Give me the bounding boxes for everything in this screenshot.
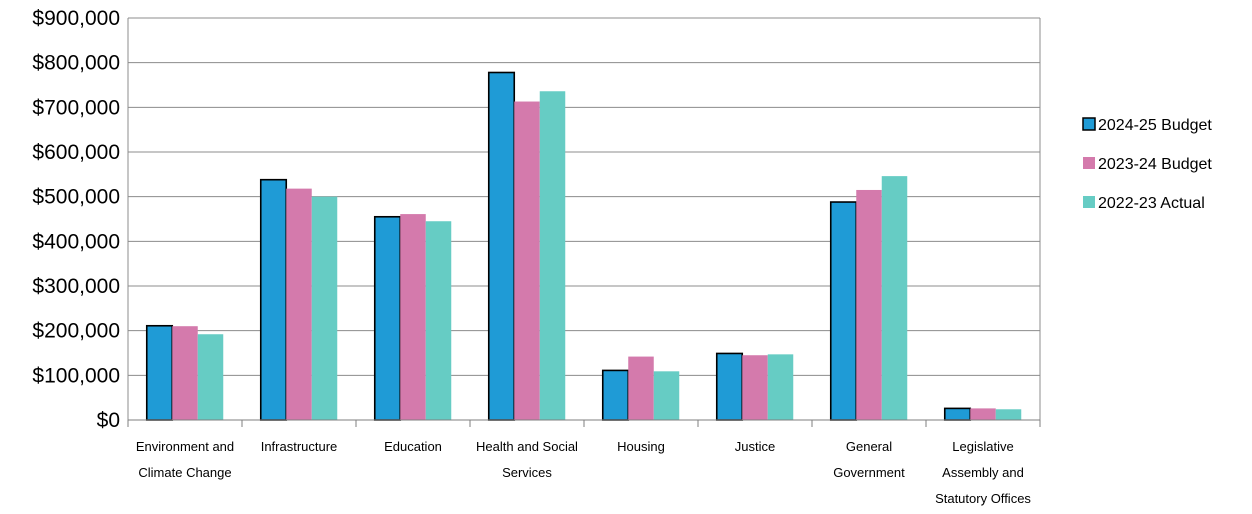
bar bbox=[400, 214, 426, 420]
bar bbox=[172, 326, 198, 420]
bar bbox=[856, 189, 882, 420]
bar bbox=[286, 188, 312, 420]
bar bbox=[829, 201, 858, 421]
x-tick-label: Health and Social bbox=[476, 439, 578, 454]
bar bbox=[943, 407, 972, 421]
x-tick-label: Services bbox=[502, 465, 552, 480]
legend-swatch bbox=[1082, 117, 1096, 131]
bar bbox=[539, 91, 566, 421]
x-tick-label: Housing bbox=[617, 439, 665, 454]
bar bbox=[881, 176, 908, 420]
x-tick-label: General bbox=[846, 439, 892, 454]
x-tick-label: Legislative bbox=[952, 439, 1013, 454]
x-tick-label: Justice bbox=[735, 439, 775, 454]
bar bbox=[628, 356, 654, 420]
legend-label: 2024-25 Budget bbox=[1098, 117, 1212, 134]
legend-swatch bbox=[1083, 196, 1095, 208]
x-tick-label: Statutory Offices bbox=[935, 491, 1031, 506]
y-tick-label: $600,000 bbox=[32, 141, 120, 164]
y-tick-label: $700,000 bbox=[32, 96, 120, 119]
y-tick-label: $100,000 bbox=[32, 364, 120, 387]
y-tick-label: $400,000 bbox=[32, 230, 120, 253]
bar bbox=[197, 334, 224, 420]
legend-swatch bbox=[1083, 157, 1095, 169]
bars bbox=[145, 71, 1022, 421]
bar bbox=[514, 101, 540, 420]
x-tick-label: Climate Change bbox=[138, 465, 231, 480]
x-tick-label: Environment and bbox=[136, 439, 234, 454]
y-tick-label: $300,000 bbox=[32, 275, 120, 298]
y-tick-label: $0 bbox=[97, 409, 120, 432]
bar bbox=[767, 354, 794, 420]
y-tick-label: $200,000 bbox=[32, 320, 120, 343]
bar bbox=[715, 352, 744, 421]
axes: $0 $100,000 $200,000 $300,000 $400,000 $500,0… bbox=[32, 7, 1041, 506]
bar bbox=[259, 178, 288, 421]
bar bbox=[601, 369, 630, 421]
bar bbox=[742, 355, 768, 420]
x-tick-label: Government bbox=[833, 465, 905, 480]
x-tick-label: Infrastructure bbox=[261, 439, 338, 454]
bar bbox=[653, 371, 680, 420]
bar bbox=[311, 196, 338, 420]
legend-label: 2023-24 Budget bbox=[1098, 156, 1212, 173]
y-tick-label: $500,000 bbox=[32, 186, 120, 209]
y-tick-label: $800,000 bbox=[32, 52, 120, 75]
x-tick-label: Assembly and bbox=[942, 465, 1024, 480]
bar bbox=[145, 324, 174, 421]
y-tick-label: $900,000 bbox=[32, 7, 120, 30]
bar bbox=[373, 215, 402, 421]
legend: 2024-25 Budget 2023-24 Budget 2022-23 Actu… bbox=[1082, 117, 1212, 212]
bar bbox=[487, 71, 516, 421]
bar bbox=[995, 409, 1022, 420]
bar bbox=[970, 408, 996, 420]
bar bbox=[425, 221, 452, 420]
legend-label: 2022-23 Actual bbox=[1098, 195, 1205, 212]
x-tick-label: Education bbox=[384, 439, 442, 454]
